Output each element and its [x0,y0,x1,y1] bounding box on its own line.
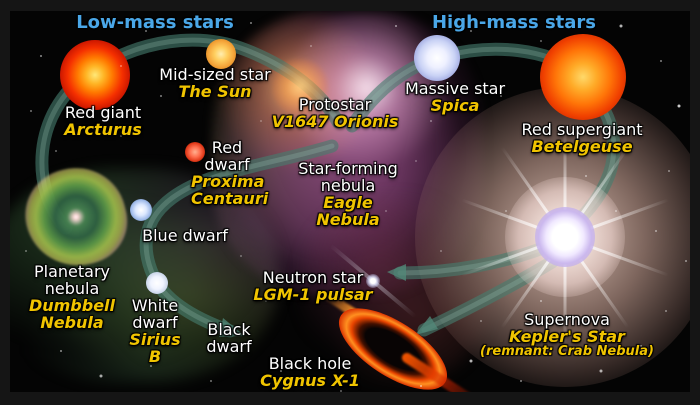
stage-supernova: Supernova Kepler's Star (remnant: Crab N… [480,311,654,359]
stage-black-dwarf: Black dwarf [201,321,257,355]
massive-star-sphere [414,35,460,81]
title-low-mass-stars: Low-mass stars [76,12,234,33]
stage-black-hole: Black hole Cygnus X-1 [260,355,360,389]
stage-blue-dwarf: Blue dwarf [142,227,228,244]
stage-name: LGM-1 pulsar [253,285,373,304]
stage-planetary-nebula: Planetary nebula Dumbbell Nebula [28,263,116,331]
stage-white-dwarf: White dwarf Sirius B [127,297,183,365]
stage-name: Dumbbell Nebula [28,296,116,332]
stage-label: Black hole [268,354,352,373]
red-supergiant-star [540,34,626,120]
stage-label: Planetary nebula [33,262,110,298]
stage-neutron-star: Neutron star LGM-1 pulsar [253,269,372,303]
stage-label: Supernova [524,310,610,329]
stage-protostar: Protostar V1647 Orionis [272,96,399,130]
red-giant-star [60,40,130,110]
starfield [0,0,2,2]
title-high-mass-stars: High-mass stars [431,12,597,33]
stage-label: Red dwarf [204,138,250,174]
stage-label: White dwarf [131,296,179,332]
stage-label: Blue dwarf [142,226,228,245]
stage-name: Betelgeuse [531,137,633,156]
stage-massive-star: Massive star Spica [405,80,505,114]
stage-label: Mid-sized star [159,65,271,84]
blue-dwarf-star [130,199,152,221]
stage-name: Kepler's Star [509,327,625,346]
stage-label: Red supergiant [521,120,643,139]
stage-name: The Sun [178,82,252,101]
stage-label: Massive star [404,79,506,98]
stage-label: Protostar [298,95,372,114]
stage-name: Cygnus X-1 [260,371,360,390]
white-dwarf-star [146,272,168,294]
stage-red-giant: Red giant Arcturus [64,104,142,138]
stage-label: Neutron star [262,268,364,287]
stage-name: Arcturus [64,120,142,139]
stage-name: Eagle Nebula [316,193,380,229]
supernova-core [535,207,595,267]
stage-label: Red giant [64,103,142,122]
stage-name: Sirius B [129,330,181,366]
red-dwarf-star [185,142,205,162]
stage-red-supergiant: Red supergiant Betelgeuse [521,121,642,155]
stage-red-dwarf: Red dwarf Proxima Centauri [191,138,269,208]
stage-mid-sized-star: Mid-sized star The Sun [159,66,270,100]
stage-name: V1647 Orionis [271,112,399,131]
stage-note: (remnant: Crab Nebula) [480,344,654,359]
arrowhead-black-dwarf [219,318,245,337]
stage-label: Black dwarf [206,320,252,356]
stage-star-forming-nebula: Star-forming nebula Eagle Nebula [296,160,401,228]
stage-name: Spica [430,96,480,115]
stage-name: Proxima Centauri [191,172,269,208]
stage-label: Star-forming nebula [298,159,398,195]
